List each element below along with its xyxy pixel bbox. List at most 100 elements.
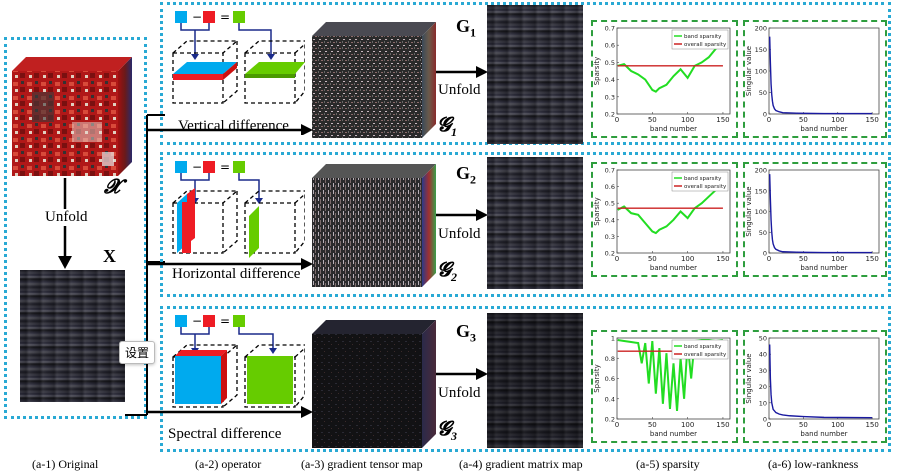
row1-operator-diagram: − = [165, 8, 306, 118]
row3-operator-label: Spectral difference [166, 426, 284, 443]
original-matrix-image [20, 270, 125, 402]
singular-value-series [768, 344, 873, 419]
row3-unfold-arrow [436, 366, 488, 382]
row2-operator-label: Horizontal difference [170, 266, 303, 283]
row1-lowrank-panel: 0 50 100 150 0 50 100 150 200 band number Singular… [743, 20, 887, 138]
x-tick-label: 100 [681, 421, 694, 429]
x-tick-label: 0 [615, 421, 619, 429]
caption-gradient-tensor: (a-3) gradient tensor map [301, 457, 423, 471]
svg-text:−: − [192, 314, 202, 328]
y-tick-label: 10 [759, 399, 767, 407]
x-tick-label: 0 [767, 116, 771, 124]
svg-text:=: = [220, 10, 230, 24]
x-tick-label: 50 [799, 116, 808, 124]
y-tick-label: 40 [759, 351, 767, 359]
y-tick-label: 0.2 [605, 416, 615, 424]
x-tick-label: 150 [865, 421, 878, 429]
y-axis-label: Singular value [745, 353, 753, 403]
x-tick-label: 0 [615, 255, 619, 263]
x-tick-label: 50 [799, 255, 808, 263]
row2-unfold-label: Unfold [436, 226, 483, 243]
y-tick-label: 0.6 [605, 42, 615, 50]
row2-sparsity-panel: 0 50 100 150 0.2 0.3 0.4 0.5 0.6 0.7 band number Sp… [591, 162, 738, 277]
y-tick-label: 0.2 [605, 111, 615, 119]
y-tick-label: 0.2 [605, 250, 615, 258]
x-axis-label: band number [800, 125, 847, 133]
row1-sparsity-chart: 0 50 100 150 0.2 0.3 0.4 0.5 0.6 0.7 band number Sp… [593, 25, 731, 133]
y-tick-label: 200 [755, 25, 767, 33]
row3-sparsity-panel: 0 50 100 150 0.2 0.4 0.6 0.8 1 band number Sparsit… [591, 330, 738, 443]
row2-operator-diagram: − = [165, 158, 306, 268]
row1-sparsity-panel: 0 50 100 150 0.2 0.3 0.4 0.5 0.6 0.7 band number Sp… [591, 20, 738, 138]
row1-unfold-arrow [436, 64, 488, 80]
y-tick-label: 20 [759, 383, 767, 391]
legend-box [671, 171, 729, 192]
x-tick-label: 50 [648, 421, 657, 429]
row1-unfold-label: Unfold [436, 82, 483, 99]
settings-tooltip[interactable]: 设置 [119, 341, 156, 364]
band-sparsity-series [617, 34, 724, 93]
y-tick-label: 50 [759, 335, 767, 343]
legend-label: overall sparsity [684, 42, 727, 48]
y-tick-label: 200 [755, 167, 767, 175]
x-tick-label: 0 [767, 421, 771, 429]
row1-tensor-symbol: 𝓖1 [437, 114, 458, 139]
svg-text:=: = [220, 160, 230, 174]
row3-gradient-matrix [487, 313, 583, 448]
caption-operator: (a-2) operator [195, 457, 262, 471]
row2-lowrank-chart: 0 50 100 150 0 50 100 150 200 band number Singular… [745, 167, 880, 272]
x-axis-label: band number [650, 125, 697, 133]
x-tick-label: 50 [648, 116, 657, 124]
plot-area [768, 337, 880, 420]
legend-label: band sparsity [684, 34, 722, 40]
legend-label: band sparsity [684, 344, 722, 350]
y-tick-label: 0.6 [605, 375, 615, 383]
y-axis-label: Singular value [745, 186, 753, 236]
y-tick-label: 0.7 [605, 25, 615, 33]
original-unfold-label: Unfold [43, 209, 90, 226]
y-tick-label: 0.7 [605, 167, 615, 175]
singular-value-series [768, 174, 873, 254]
x-tick-label: 150 [716, 421, 729, 429]
y-axis-label: Sparsity [593, 197, 601, 226]
y-tick-label: 0.8 [605, 355, 615, 363]
original-matrix-symbol: X [103, 246, 116, 266]
singular-value-series [768, 36, 873, 115]
row2-lowrank-panel: 0 50 100 150 0 50 100 150 200 band number Singular… [743, 162, 887, 277]
y-tick-label: 0 [763, 250, 767, 258]
caption-gradient-matrix: (a-4) gradient matrix map [459, 457, 583, 471]
x-axis-label: band number [650, 430, 697, 438]
y-tick-label: 150 [755, 46, 767, 54]
original-cube-image [12, 52, 132, 177]
row2-tensor-symbol: 𝓖2 [437, 259, 458, 284]
original-frame [4, 37, 147, 419]
legend-box [671, 29, 729, 50]
y-tick-label: 0.6 [605, 183, 615, 191]
row3-unfold-label: Unfold [436, 385, 483, 402]
x-tick-label: 0 [615, 116, 619, 124]
legend-label: overall sparsity [684, 184, 727, 190]
row3-input-arrow [148, 400, 313, 430]
y-tick-label: 0.5 [605, 200, 615, 208]
x-tick-label: 50 [799, 421, 808, 429]
row2-unfold-arrow [436, 207, 488, 223]
y-tick-label: 0 [763, 111, 767, 119]
caption-lowrank: (a-6) low-rankness [768, 457, 859, 471]
x-tick-label: 0 [767, 255, 771, 263]
row2-matrix-symbol: G2 [456, 163, 477, 187]
x-tick-label: 150 [865, 255, 878, 263]
x-axis-label: band number [650, 264, 697, 272]
x-tick-label: 100 [831, 116, 844, 124]
row1-lowrank-chart: 0 50 100 150 0 50 100 150 200 band number Singular… [745, 25, 880, 133]
row1-gradient-matrix [487, 5, 583, 144]
y-tick-label: 50 [759, 89, 767, 97]
y-tick-label: 0.3 [605, 233, 615, 241]
x-axis-label: band number [800, 430, 847, 438]
x-tick-label: 150 [716, 255, 729, 263]
y-tick-label: 0.4 [605, 395, 615, 403]
plot-area [768, 27, 880, 115]
row1-matrix-symbol: G1 [456, 16, 477, 40]
y-tick-label: 150 [755, 187, 767, 195]
x-axis-label: band number [800, 264, 847, 272]
